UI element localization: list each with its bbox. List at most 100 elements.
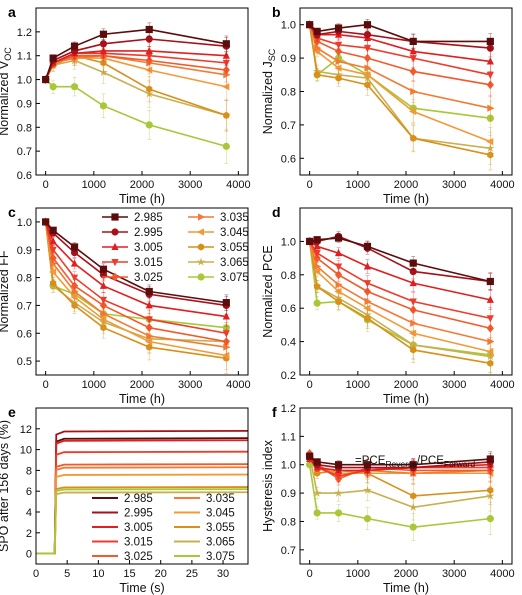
x-tick-label: 0 [307, 568, 313, 580]
x-tick-label: 2000 [130, 379, 154, 391]
x-tick-label: 3000 [442, 379, 466, 391]
y-tick-label: 0.6 [281, 303, 296, 315]
data-point [334, 47, 343, 56]
data-point [70, 42, 79, 50]
legend-label: 2.995 [134, 227, 163, 239]
y-axis-label: SPO after 156 days (%) [0, 420, 11, 552]
x-tick-label: 2000 [394, 379, 418, 391]
legend-label: 3.045 [206, 508, 235, 520]
data-point [222, 142, 230, 150]
series-2.985 [42, 22, 230, 84]
y-axis-label-main: SPO after 156 days (%) [0, 420, 11, 552]
data-point [409, 37, 417, 45]
data-point [70, 248, 79, 257]
data-point [334, 509, 343, 517]
y-axis-label-subscript: SC [267, 48, 277, 61]
legend-label: 3.015 [124, 537, 153, 549]
data-point [334, 461, 343, 469]
x-tick-label: 1000 [82, 379, 106, 391]
x-tick-label: 3000 [442, 179, 466, 191]
series-line [44, 221, 227, 318]
data-point [409, 461, 417, 469]
legend-label: 3.055 [220, 242, 249, 254]
data-point [313, 299, 321, 307]
y-tick-label: 1.2 [17, 27, 32, 39]
x-axis-label: Time (h) [119, 392, 165, 406]
y-tick-label: 0.8 [281, 516, 296, 528]
data-point [486, 277, 494, 286]
plot-frame [299, 407, 513, 565]
y-axis-label: Normalized FF [0, 250, 11, 332]
plot-area [36, 429, 248, 555]
annotation-num: Reverse [385, 459, 417, 469]
data-point [70, 259, 79, 267]
x-tick-label: 4000 [490, 179, 514, 191]
data-point [363, 287, 372, 296]
data-point [99, 102, 108, 110]
legend-label: 3.025 [124, 551, 153, 563]
legend-marker [196, 257, 206, 266]
data-point [363, 461, 372, 469]
data-point [306, 21, 314, 29]
data-point [334, 64, 342, 72]
data-point [363, 71, 371, 79]
x-axis-label: Time (h) [383, 392, 429, 406]
y-axis-label: Hysteresis index [261, 439, 275, 531]
series-2.995 [306, 21, 494, 58]
data-point [364, 64, 372, 72]
y-tick-label: 0.4 [281, 337, 296, 349]
data-point [314, 71, 321, 79]
data-point [363, 242, 372, 251]
x-tick-label: 4000 [490, 568, 514, 580]
data-point [99, 30, 108, 38]
x-tick-label: 4000 [226, 179, 250, 191]
panel-e: e 0 5 10 15 20 25 30 0 2 4 6 8 10 12 Time (s) SPO after … [0, 404, 249, 595]
y-axis-label-main: Normalized V [0, 60, 11, 136]
legend-label: 3.065 [220, 257, 249, 269]
legend-marker [197, 273, 205, 281]
y-tick-label: 1.1 [281, 431, 296, 443]
series-line [308, 241, 491, 343]
annotation-den: Forward [444, 459, 475, 469]
y-axis-label: Normalized VOC [0, 47, 13, 136]
data-point [410, 319, 418, 327]
series-2.985 [306, 233, 494, 290]
x-tick-label: 20 [155, 568, 167, 580]
data-point [50, 260, 58, 268]
data-point [222, 299, 230, 307]
series-3.045 [41, 218, 230, 370]
panel-b: b 0 1000 2000 3000 4000 0.6 0.7 0.8 0.9 1.0 Time (h… [261, 4, 515, 206]
data-point [99, 296, 108, 305]
data-point [50, 279, 57, 287]
y-tick-label: 1.0 [281, 460, 296, 472]
plot-frame [35, 7, 249, 176]
legend-marker [111, 228, 119, 236]
y-axis-label: Normalized PCE [261, 245, 275, 337]
x-tick-label: 4000 [226, 379, 250, 391]
y-tick-label: 0.6 [17, 328, 32, 340]
x-tick-label: 4000 [490, 379, 514, 391]
legend-label: 3.015 [134, 257, 163, 269]
series-2.985 [306, 18, 494, 50]
x-tick-label: 1000 [346, 568, 370, 580]
data-point [49, 253, 57, 263]
x-tick-label: 0 [307, 379, 313, 391]
data-point [487, 338, 495, 346]
legend-marker [111, 259, 119, 267]
data-point [334, 488, 343, 497]
plot-frame [299, 207, 513, 376]
legend-label: 3.055 [206, 522, 235, 534]
legend-marker [111, 242, 119, 250]
y-tick-label: 1.1 [17, 51, 32, 63]
y-tick-label: 1.0 [17, 217, 32, 229]
data-point [363, 21, 372, 29]
data-point [486, 455, 494, 463]
data-point [145, 338, 153, 346]
data-point [410, 492, 417, 500]
data-point [99, 265, 108, 273]
y-tick-label: 0.8 [17, 122, 32, 134]
panel-label: d [272, 204, 281, 220]
plot-area [305, 448, 495, 542]
data-point [223, 71, 231, 79]
data-point [486, 57, 494, 65]
